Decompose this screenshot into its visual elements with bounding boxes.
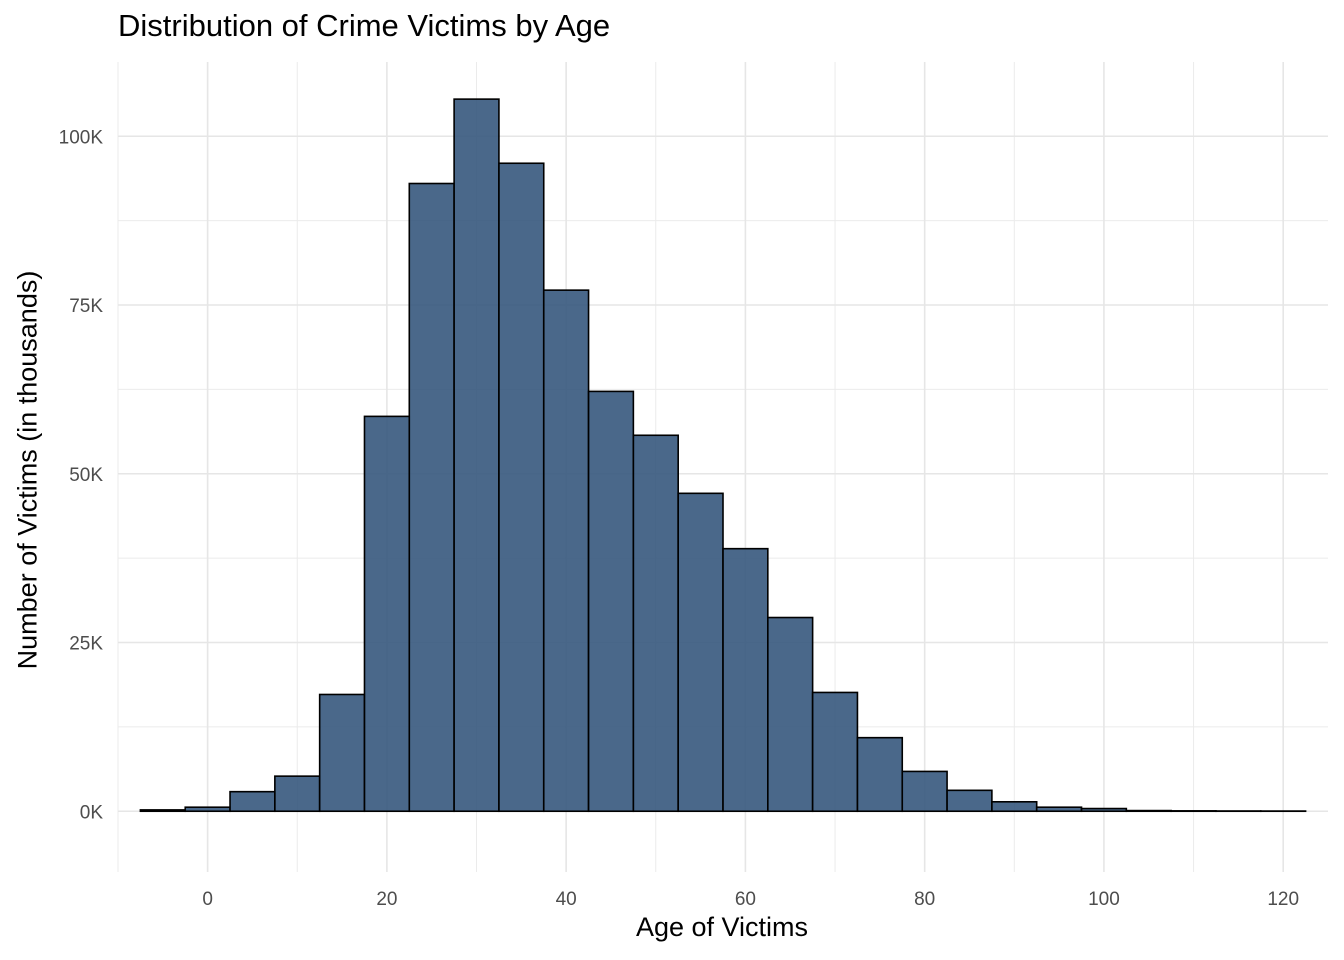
chart-title: Distribution of Crime Victims by Age — [118, 8, 611, 43]
y-tick-label: 0K — [80, 802, 104, 823]
histogram-bar — [1080, 807, 1128, 813]
histogram-bar — [811, 691, 859, 813]
histogram-bar — [408, 182, 455, 813]
y-tick-label: 75K — [69, 296, 103, 317]
histogram-bar — [946, 789, 993, 813]
histogram-bar — [318, 693, 366, 813]
x-tick-label: 80 — [914, 889, 935, 910]
histogram-bar — [498, 162, 545, 813]
histogram-bar — [722, 547, 769, 813]
x-tick-label: 100 — [1088, 889, 1120, 910]
x-tick-label: 60 — [735, 889, 756, 910]
histogram-bar — [139, 809, 187, 813]
y-axis-label: Number of Victims (in thousands) — [12, 270, 43, 670]
histogram-bar — [632, 434, 679, 813]
y-tick-label: 100K — [59, 127, 104, 148]
histogram-bar — [229, 790, 276, 813]
x-tick-label: 40 — [556, 889, 577, 910]
histogram-bar — [677, 492, 724, 813]
histogram-bar — [587, 390, 635, 813]
x-tick-label: 120 — [1267, 889, 1299, 910]
x-tick-label: 0 — [202, 889, 213, 910]
histogram-bar — [1125, 809, 1172, 813]
y-tick-label: 25K — [69, 634, 103, 655]
histogram-bar — [991, 800, 1038, 813]
histogram-bar — [856, 736, 904, 813]
x-tick-label: 20 — [376, 889, 397, 910]
histogram-bar — [453, 98, 500, 813]
histogram-bar — [184, 806, 231, 813]
histogram-bar — [1035, 806, 1083, 813]
x-axis-label: Age of Victims — [635, 912, 809, 942]
histogram-bar — [767, 616, 814, 813]
histogram-bar — [274, 775, 321, 813]
y-tick-label: 50K — [69, 465, 103, 486]
histogram-bar — [542, 289, 590, 813]
histogram-bar — [901, 770, 948, 813]
histogram-bar — [363, 415, 411, 813]
